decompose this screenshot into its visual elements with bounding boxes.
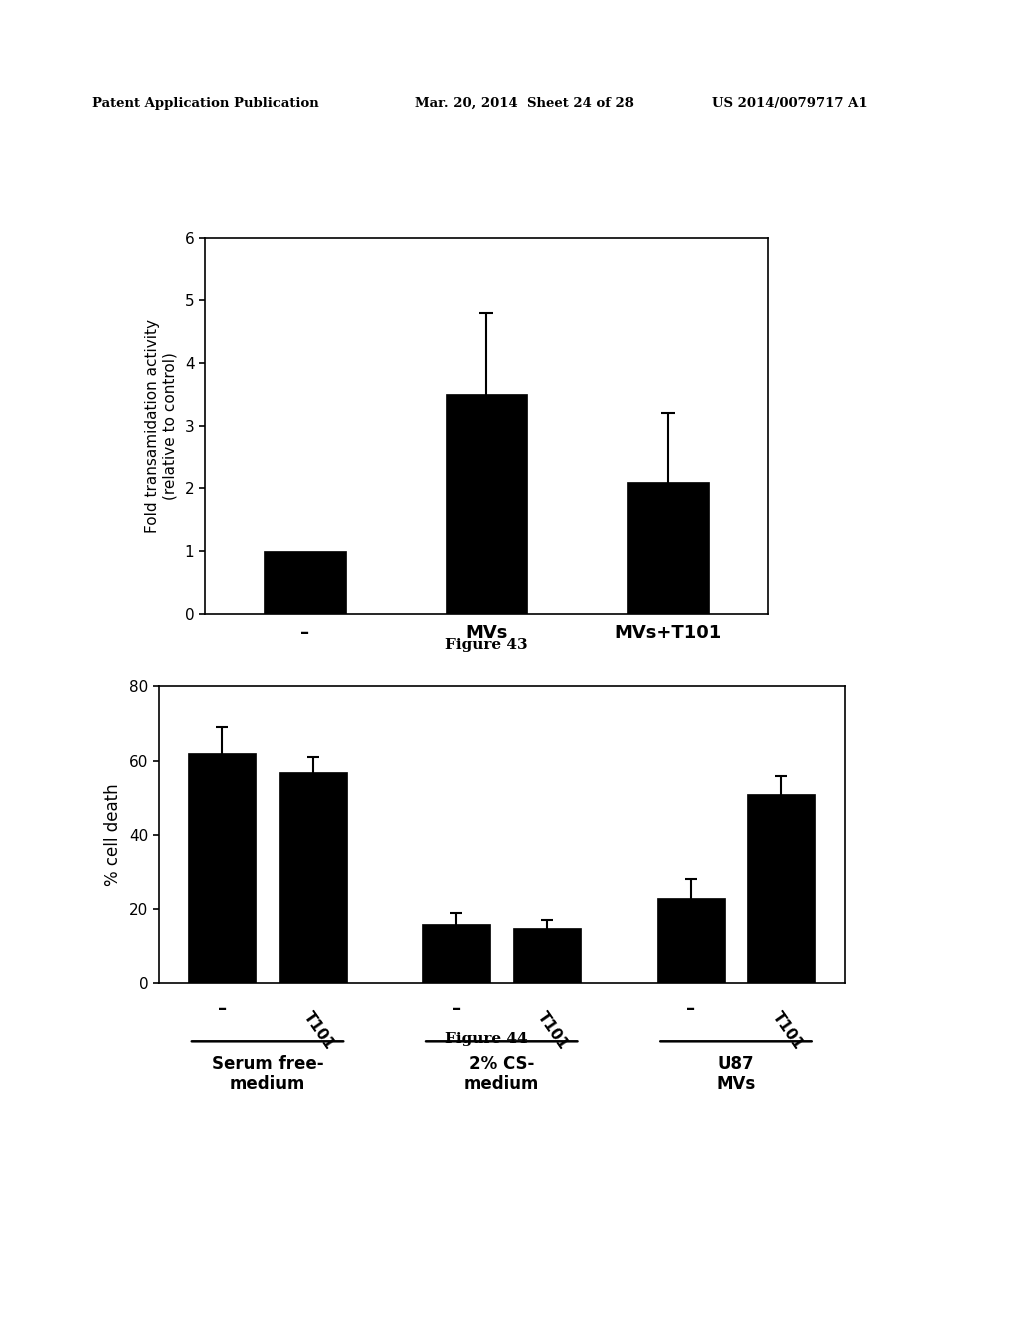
Text: 2% CS-
medium: 2% CS- medium	[464, 1055, 540, 1093]
Bar	[513, 928, 581, 983]
Bar	[423, 924, 490, 983]
Text: U87
MVs: U87 MVs	[717, 1055, 756, 1093]
Text: Figure 43: Figure 43	[445, 638, 527, 652]
Text: Figure 44: Figure 44	[445, 1032, 527, 1047]
Bar	[445, 395, 527, 614]
Bar	[656, 898, 725, 983]
Bar	[264, 552, 346, 614]
Text: T101: T101	[535, 1008, 571, 1052]
Text: Patent Application Publication: Patent Application Publication	[92, 98, 318, 110]
Text: –: –	[452, 999, 461, 1018]
Y-axis label: Fold transamidation activity
(relative to control): Fold transamidation activity (relative t…	[145, 318, 178, 533]
Text: –: –	[686, 999, 695, 1018]
Text: Mar. 20, 2014  Sheet 24 of 28: Mar. 20, 2014 Sheet 24 of 28	[415, 98, 634, 110]
Text: T101: T101	[769, 1008, 806, 1052]
Bar	[627, 482, 709, 614]
Bar	[748, 795, 815, 983]
Text: T101: T101	[301, 1008, 337, 1052]
Text: –: –	[218, 999, 226, 1018]
Bar	[188, 754, 256, 983]
Bar	[279, 772, 347, 983]
Text: US 2014/0079717 A1: US 2014/0079717 A1	[712, 98, 867, 110]
Text: Serum free-
medium: Serum free- medium	[212, 1055, 324, 1093]
Y-axis label: % cell death: % cell death	[104, 784, 122, 886]
